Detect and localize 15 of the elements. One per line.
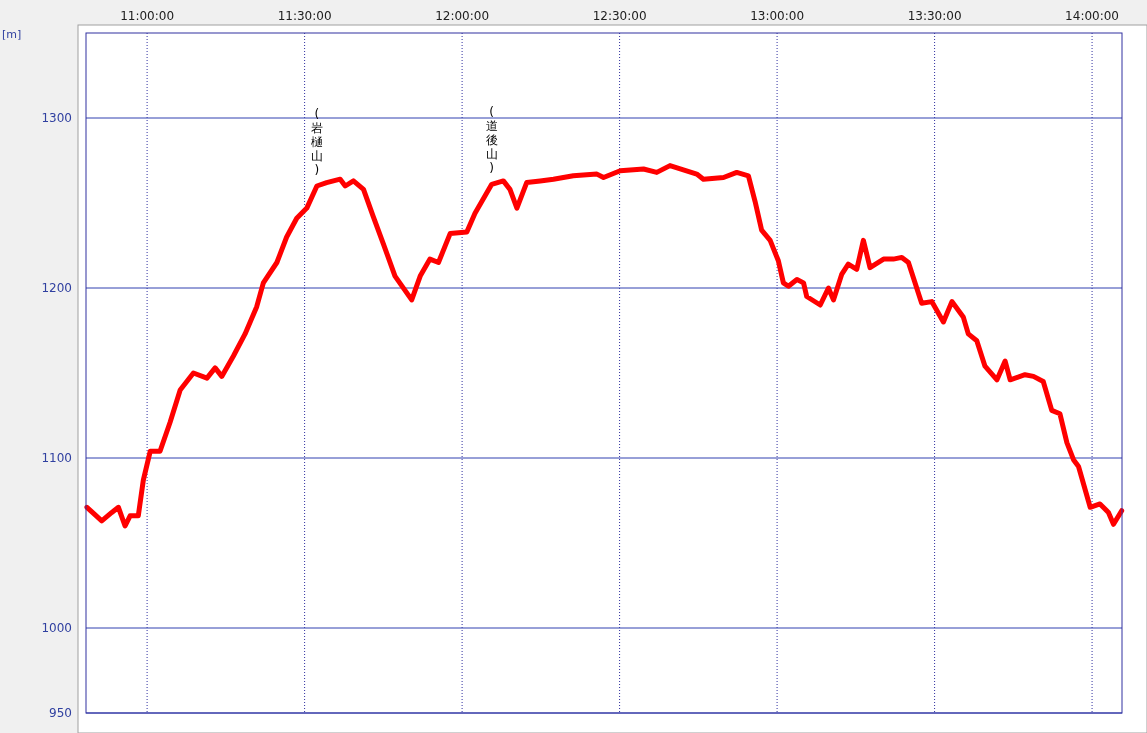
annotation: (岩樋山)	[310, 107, 323, 177]
y-tick-label: 1100	[41, 451, 72, 465]
y-tick-label: 1300	[41, 111, 72, 125]
y-tick-label: 1000	[41, 621, 72, 635]
annotation: (道後山)	[485, 105, 498, 176]
x-tick-label: 14:00:00	[1065, 9, 1120, 23]
x-tick-label: 12:30:00	[592, 9, 647, 23]
y-axis-title: [m]	[2, 28, 22, 41]
x-tick-label: 13:30:00	[907, 9, 962, 23]
x-tick-label: 11:00:00	[120, 9, 175, 23]
x-tick-label: 13:00:00	[750, 9, 805, 23]
x-tick-label: 12:00:00	[435, 9, 490, 23]
y-tick-label: 1200	[41, 281, 72, 295]
y-tick-label: 950	[49, 706, 72, 720]
x-tick-label: 11:30:00	[277, 9, 332, 23]
